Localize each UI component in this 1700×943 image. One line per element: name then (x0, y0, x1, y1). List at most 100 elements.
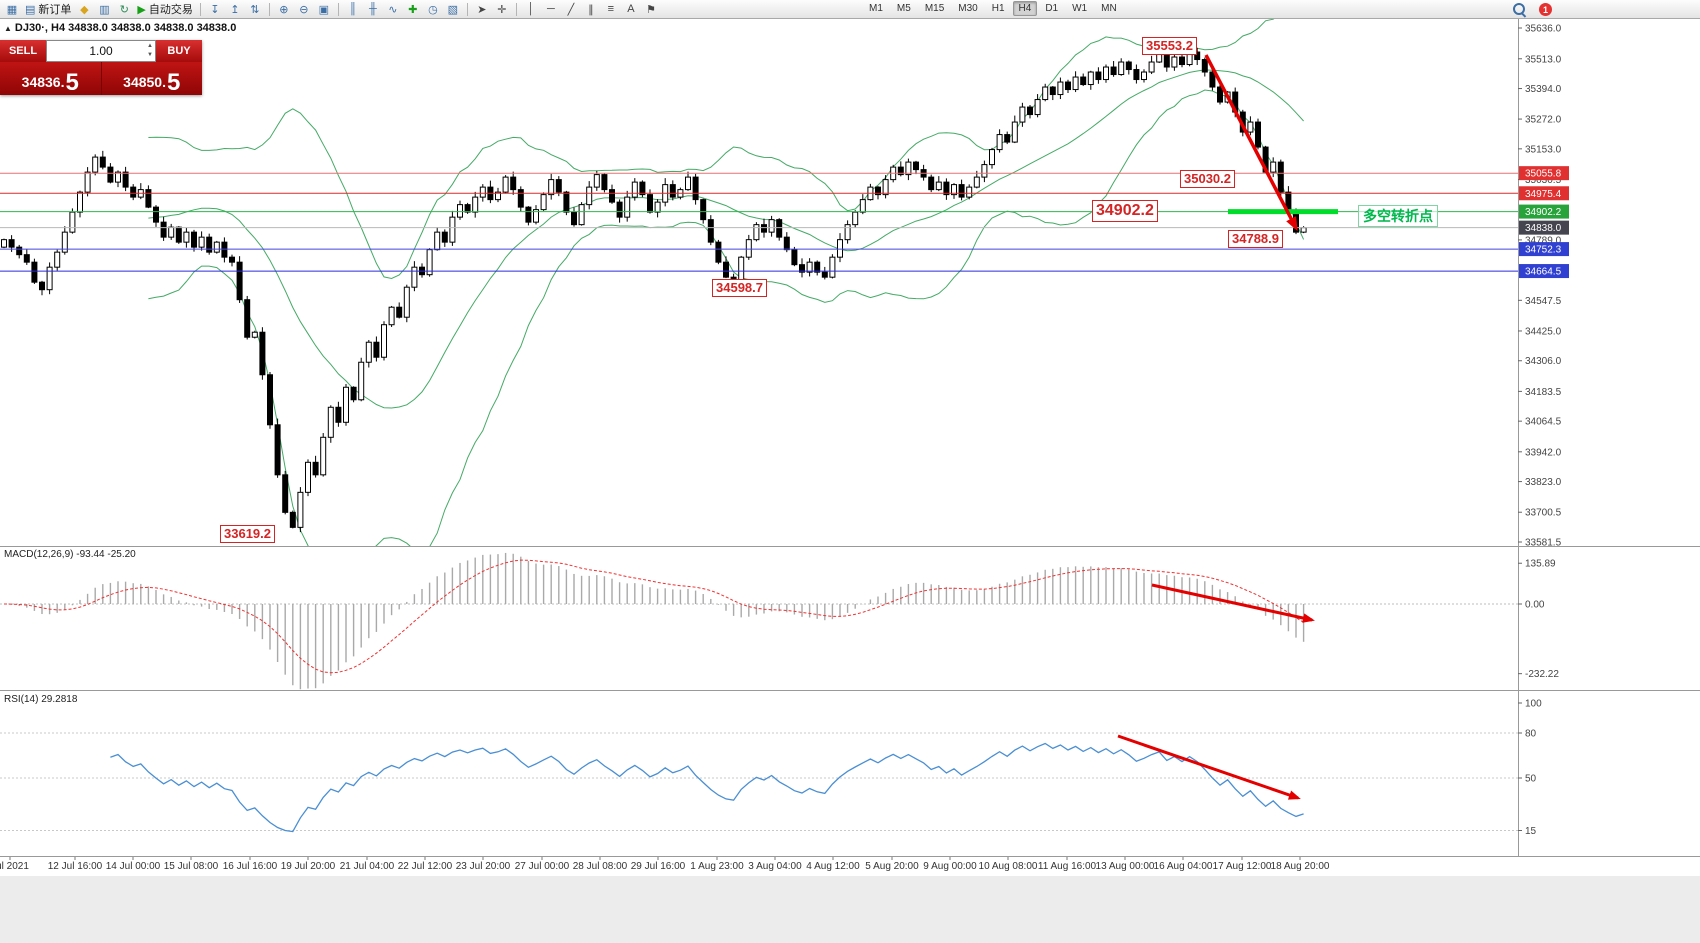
timeframe-h1[interactable]: H1 (991, 3, 1005, 14)
bar-chart-icon[interactable]: ║ (344, 1, 362, 17)
import-data-icon: ↧ (210, 3, 220, 16)
timeframe-m15[interactable]: M15 (924, 3, 945, 14)
crosshair-icon[interactable]: ✛ (493, 1, 511, 17)
volume-up-icon[interactable]: ▲ (147, 43, 153, 49)
svg-text:34547.5: 34547.5 (1525, 296, 1562, 307)
price-callout-33619.2[interactable]: 33619.2 (220, 525, 275, 544)
svg-text:34664.5: 34664.5 (1525, 267, 1562, 278)
zoom-out-icon[interactable]: ⊖ (295, 1, 313, 17)
timeframe-h4[interactable]: H4 (1012, 1, 1038, 16)
buy-price[interactable]: 34850. 5 (100, 62, 203, 95)
sell-button[interactable]: SELL (0, 40, 46, 62)
vertical-line-icon[interactable]: │ (522, 1, 540, 17)
price-axis[interactable]: 35636.0 35513.0 35394.0 35272.0 35153.0 35030… (1518, 24, 1569, 549)
volume-spinner[interactable]: ▲ ▼ (147, 42, 153, 60)
line-chart-icon: ∿ (388, 3, 398, 16)
toolbar-separator (199, 2, 201, 16)
turning-point-annotation[interactable]: 多空转折点 (1358, 205, 1438, 227)
svg-text:16 Jul 16:00: 16 Jul 16:00 (223, 861, 278, 872)
channel-icon[interactable]: ∥ (582, 1, 600, 17)
templates-icon[interactable]: ▧ (444, 1, 462, 17)
price-tag-34902.2 (1519, 204, 1569, 219)
timeframe-m30[interactable]: M30 (958, 3, 978, 14)
rsi-line (110, 742, 1304, 833)
text-label-icon[interactable]: A (622, 1, 640, 17)
cursor-icon[interactable]: ➤ (473, 1, 491, 17)
candlesticks (1, 45, 1307, 533)
new-chart-icon[interactable]: ▦ (3, 1, 21, 17)
templates-icon: ▧ (447, 3, 459, 16)
search-icon[interactable] (1512, 2, 1527, 17)
tile-windows-icon[interactable]: ▣ (315, 1, 333, 17)
sell-price[interactable]: 34836. 5 (0, 62, 101, 95)
price-callout-35030.2[interactable]: 35030.2 (1180, 170, 1235, 189)
svg-text:17 Aug 12:00: 17 Aug 12:00 (1213, 861, 1272, 872)
toolbar-separator (466, 2, 468, 16)
trend-arrow-2[interactable] (1151, 583, 1315, 623)
svg-text:35030.5: 35030.5 (1525, 175, 1562, 186)
rsi-label: RSI(14) 29.2818 (4, 694, 78, 705)
trend-arrow-3[interactable] (1117, 734, 1301, 800)
timeframe-m1[interactable]: M1 (869, 3, 883, 14)
trend-arrow-1[interactable] (1204, 54, 1298, 232)
svg-text:1 Aug 23:00: 1 Aug 23:00 (690, 861, 744, 872)
new-order-button[interactable]: ▤ 新订单 (23, 1, 73, 17)
svg-text:34902.2: 34902.2 (1525, 207, 1562, 218)
svg-text:50: 50 (1525, 774, 1537, 785)
timeframe-mn[interactable]: MN (1101, 3, 1117, 14)
trendline-icon[interactable]: ╱ (562, 1, 580, 17)
candlestick-chart-icon[interactable]: ╫ (364, 1, 382, 17)
zoom-in-icon[interactable]: ⊕ (275, 1, 293, 17)
macd-panel[interactable] (0, 552, 1518, 690)
zoom-out-icon: ⊖ (299, 3, 309, 16)
timeframe-m5[interactable]: M5 (896, 3, 911, 14)
price-callout-34902.2[interactable]: 34902.2 (1092, 200, 1158, 222)
fibonacci-icon[interactable]: ≡ (602, 1, 620, 17)
arrows-tool-icon[interactable]: ⚑ (642, 1, 660, 17)
svg-text:33700.5: 33700.5 (1525, 508, 1562, 519)
svg-text:33823.0: 33823.0 (1525, 477, 1562, 488)
buy-button[interactable]: BUY (156, 40, 202, 62)
export-data-icon[interactable]: ↥ (226, 1, 244, 17)
notification-badge[interactable]: 1 (1539, 3, 1552, 16)
svg-text:10 Aug 08:00: 10 Aug 08:00 (979, 861, 1038, 872)
svg-text:14 Jul 00:00: 14 Jul 00:00 (106, 861, 161, 872)
toolbar-separator (515, 2, 517, 16)
alerts-icon[interactable]: ◆ (75, 1, 93, 17)
import-data-icon[interactable]: ↧ (206, 1, 224, 17)
timeframe-w1[interactable]: W1 (1072, 3, 1088, 14)
svg-text:15: 15 (1525, 826, 1537, 837)
volume-input[interactable]: 1.00 ▲ ▼ (46, 40, 156, 62)
market-watch-icon[interactable]: ▥ (95, 1, 113, 17)
auto-trading-button[interactable]: ▶ 自动交易 (135, 1, 194, 17)
line-chart-icon[interactable]: ∿ (384, 1, 402, 17)
indicators-icon[interactable]: ✚ (404, 1, 422, 17)
timeframe-d1[interactable]: D1 (1045, 3, 1059, 14)
periods-icon[interactable]: ◷ (424, 1, 442, 17)
buy-price-main: 34850. (123, 74, 166, 91)
svg-text:34838.0: 34838.0 (1525, 223, 1562, 234)
svg-text:34064.5: 34064.5 (1525, 417, 1562, 428)
volume-down-icon[interactable]: ▼ (147, 52, 153, 58)
svg-text:33581.5: 33581.5 (1525, 537, 1562, 548)
sync-icon[interactable]: ⇅ (246, 1, 264, 17)
main-price-panel[interactable] (0, 2, 1518, 572)
chart-background (0, 18, 1700, 876)
svg-text:-232.22: -232.22 (1525, 669, 1559, 680)
rsi-panel[interactable] (0, 732, 1518, 833)
timeframe-toolbar: M1 M5 M15 M30 H1 H4 D1 W1 MN (862, 1, 1124, 16)
price-callout-35553.2[interactable]: 35553.2 (1142, 37, 1197, 56)
horizontal-line-icon[interactable]: ─ (542, 1, 560, 17)
price-callout-34788.9[interactable]: 34788.9 (1228, 230, 1283, 249)
svg-text:34789.0: 34789.0 (1525, 235, 1562, 246)
refresh-icon[interactable]: ↻ (115, 1, 133, 17)
arrows-tool-icon: ⚑ (645, 3, 656, 16)
svg-text:9 Aug 00:00: 9 Aug 00:00 (923, 861, 977, 872)
macd-signal-line (3, 559, 1304, 674)
text-label-icon: A (627, 3, 635, 15)
macd-label: MACD(12,26,9) -93.44 -25.20 (4, 549, 136, 560)
price-callout-34598.7[interactable]: 34598.7 (712, 279, 767, 298)
